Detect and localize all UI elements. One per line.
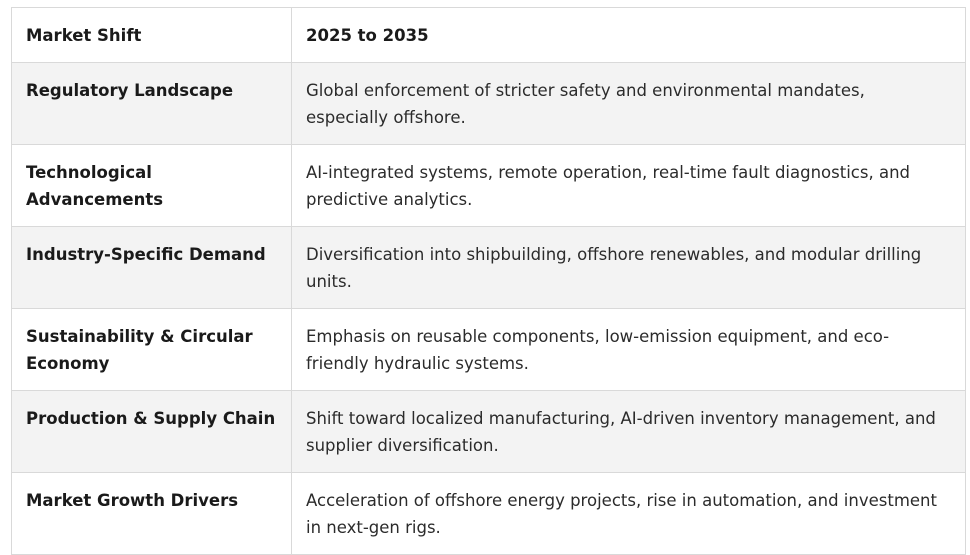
row-description: Diversification into shipbuilding, offsh… <box>291 226 966 309</box>
market-shift-table-container: Market Shift 2025 to 2035 Regulatory Lan… <box>11 7 966 555</box>
row-description: Global enforcement of stricter safety an… <box>291 62 966 145</box>
row-description: Shift toward localized manufacturing, AI… <box>291 390 966 473</box>
table-row-production-supply-chain: Production & Supply Chain Shift toward l… <box>11 390 966 473</box>
table-row-regulatory-landscape: Regulatory Landscape Global enforcement … <box>11 62 966 145</box>
row-description: AI-integrated systems, remote operation,… <box>291 144 966 227</box>
row-label: Regulatory Landscape <box>11 62 292 145</box>
table-row-technological-advancements: Technological Advancements AI-integrated… <box>11 144 966 227</box>
row-label: Sustainability & Circular Economy <box>11 308 292 391</box>
row-description: Acceleration of offshore energy projects… <box>291 472 966 555</box>
table-row-industry-specific-demand: Industry-Specific Demand Diversification… <box>11 226 966 309</box>
row-label: Industry-Specific Demand <box>11 226 292 309</box>
header-cell-period: 2025 to 2035 <box>291 7 966 63</box>
header-cell-market-shift: Market Shift <box>11 7 292 63</box>
row-label: Production & Supply Chain <box>11 390 292 473</box>
row-label: Technological Advancements <box>11 144 292 227</box>
table-header-row: Market Shift 2025 to 2035 <box>11 7 966 63</box>
table-row-sustainability-circular-economy: Sustainability & Circular Economy Emphas… <box>11 308 966 391</box>
row-label: Market Growth Drivers <box>11 472 292 555</box>
table-row-market-growth-drivers: Market Growth Drivers Acceleration of of… <box>11 472 966 555</box>
market-shift-table: Market Shift 2025 to 2035 Regulatory Lan… <box>11 7 966 555</box>
row-description: Emphasis on reusable components, low-emi… <box>291 308 966 391</box>
